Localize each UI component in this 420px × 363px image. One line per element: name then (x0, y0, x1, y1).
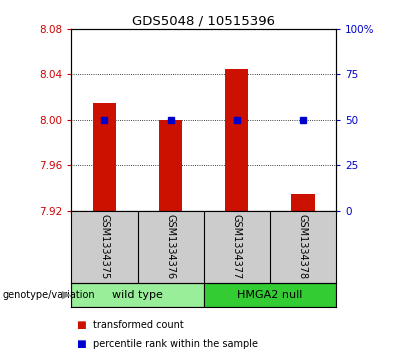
Title: GDS5048 / 10515396: GDS5048 / 10515396 (132, 15, 275, 28)
Bar (204, 283, 336, 307)
Bar (225, 69, 248, 211)
Bar (93, 103, 116, 211)
Text: wild type: wild type (112, 290, 163, 300)
Text: percentile rank within the sample: percentile rank within the sample (93, 339, 258, 349)
Text: ■: ■ (76, 339, 85, 349)
Text: transformed count: transformed count (93, 320, 184, 330)
Text: genotype/variation: genotype/variation (2, 290, 95, 300)
Text: GSM1334377: GSM1334377 (232, 214, 242, 280)
Text: HMGA2 null: HMGA2 null (237, 290, 302, 300)
Bar (291, 193, 315, 211)
Bar (159, 120, 182, 211)
Bar (71, 283, 204, 307)
Text: GSM1334378: GSM1334378 (298, 214, 308, 279)
Text: GSM1334375: GSM1334375 (100, 214, 110, 280)
Text: ■: ■ (76, 320, 85, 330)
Text: GSM1334376: GSM1334376 (165, 214, 176, 279)
Text: ▶: ▶ (62, 290, 71, 300)
